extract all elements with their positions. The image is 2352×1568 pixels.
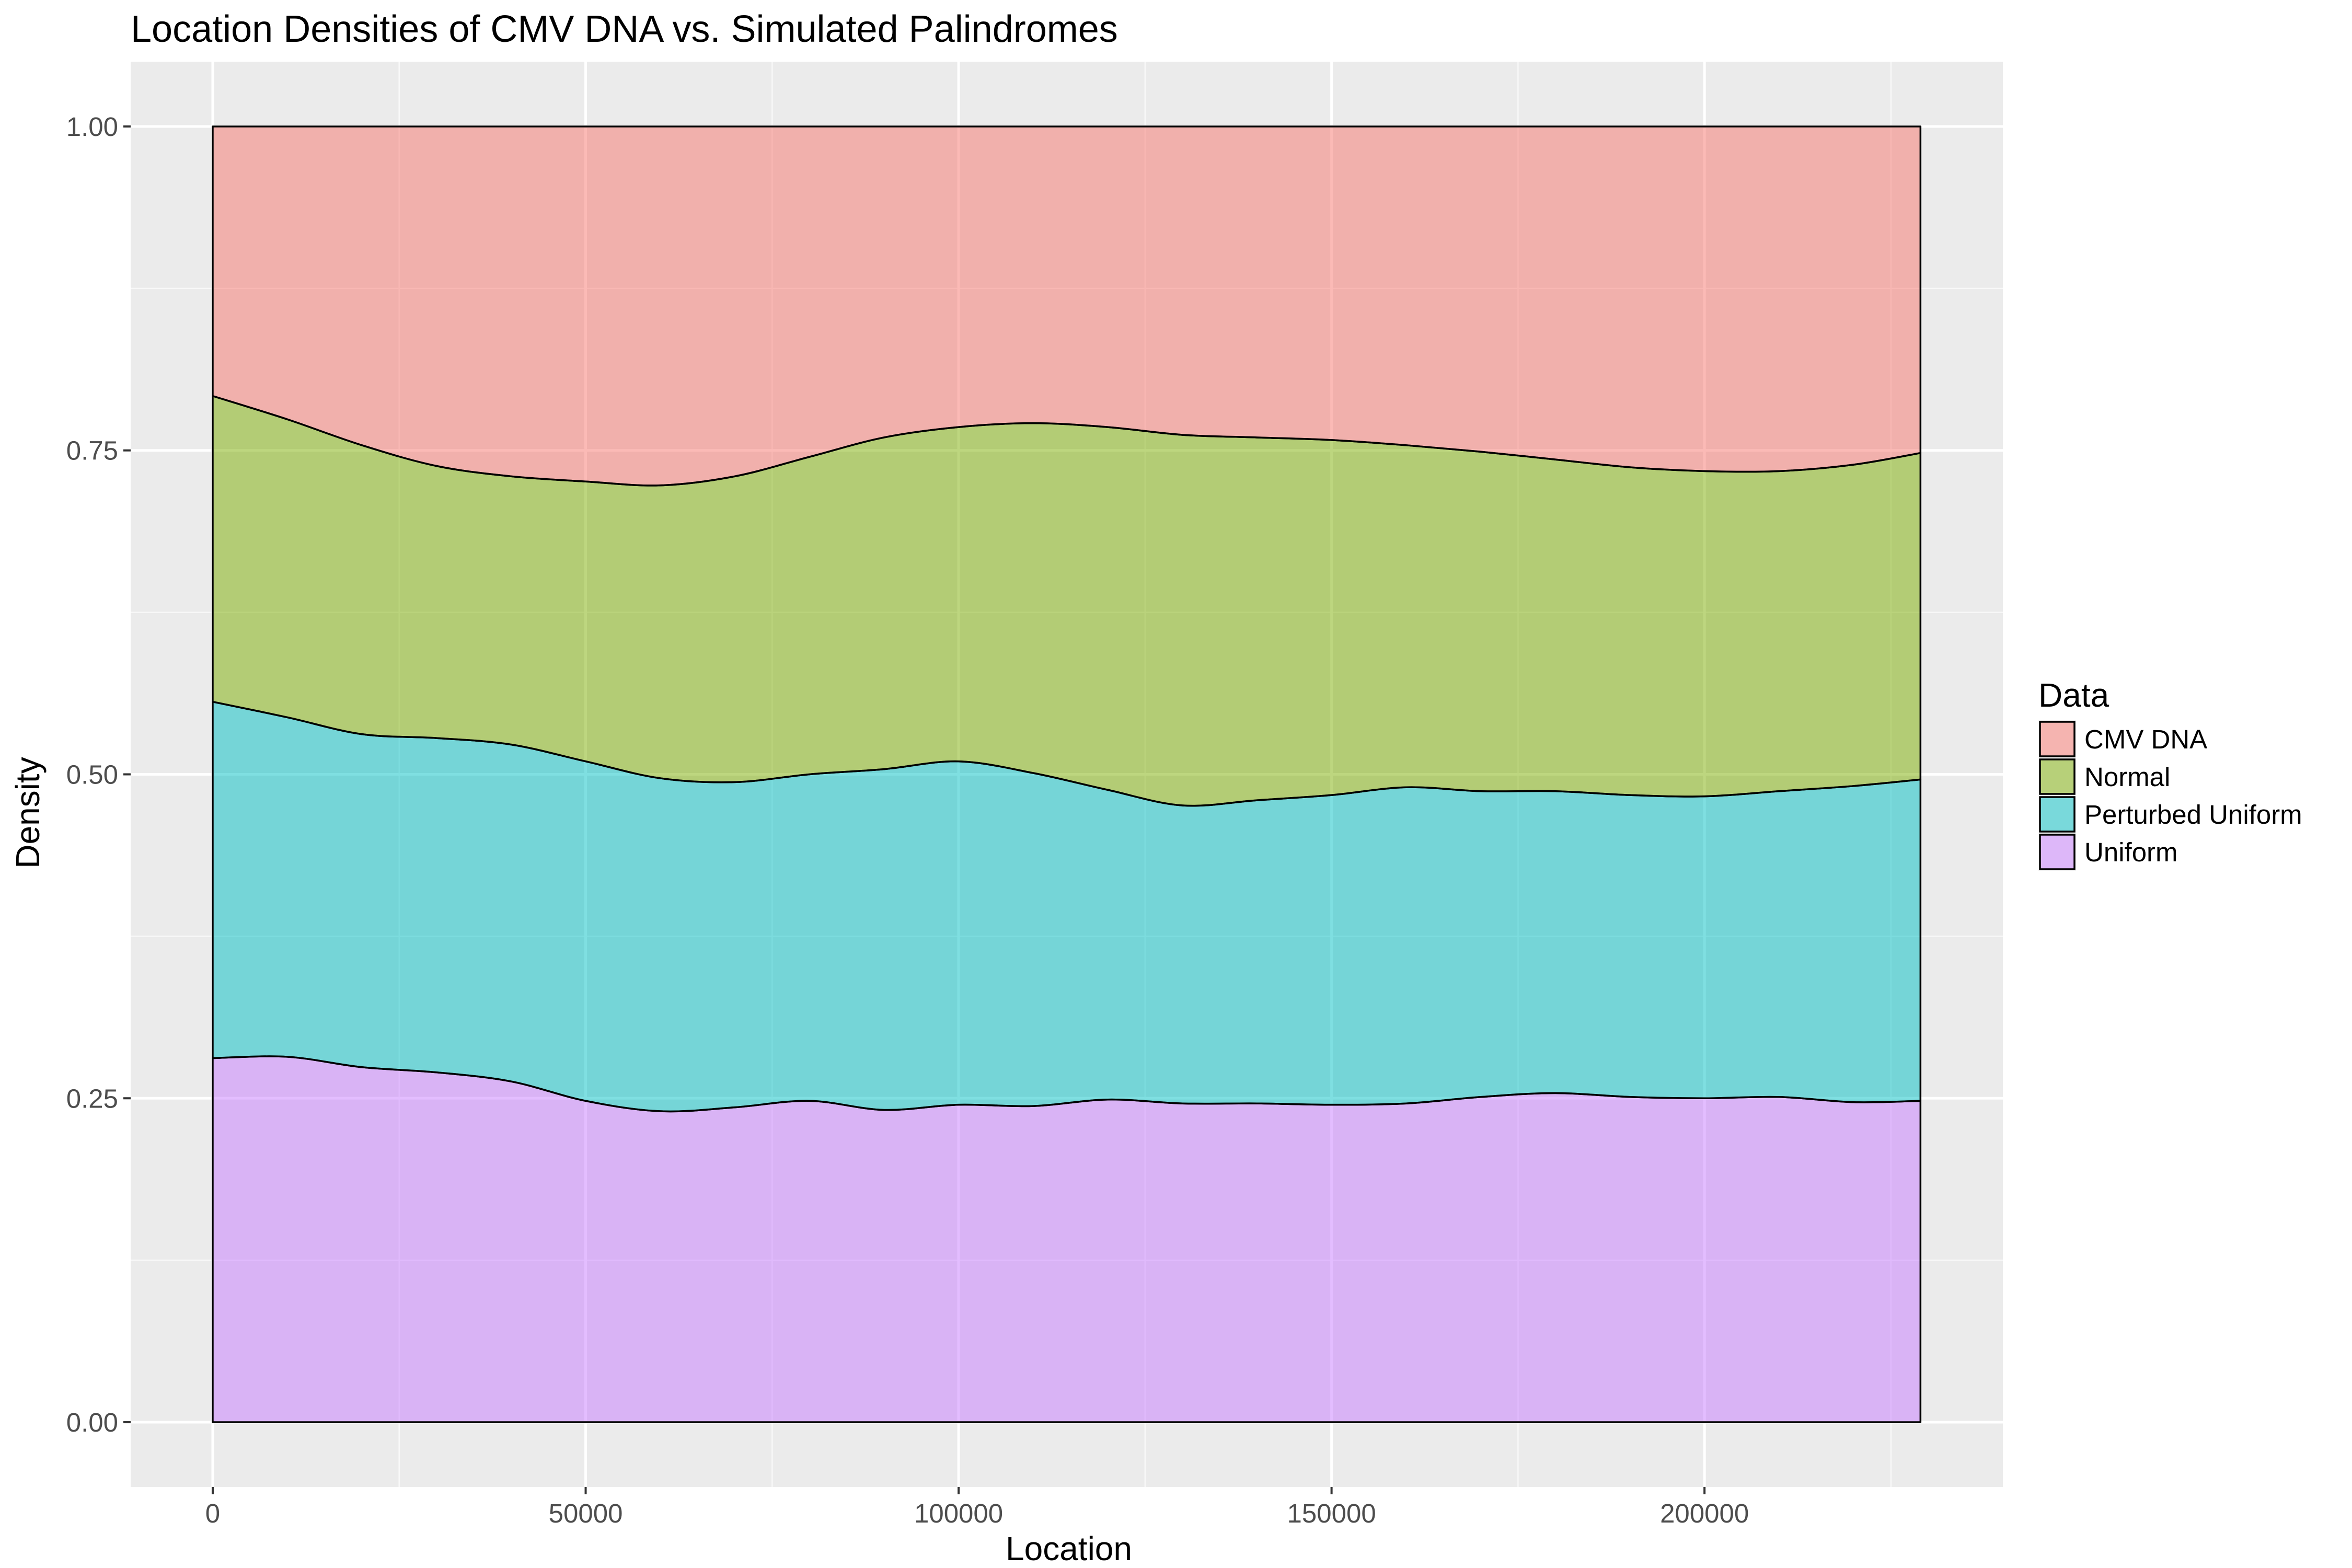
chart-title: Location Densities of CMV DNA vs. Simula…: [131, 8, 1118, 50]
stacked-areas: [212, 125, 1922, 1423]
legend-swatch-normal: [2039, 758, 2076, 795]
x-tick-label: 50000: [549, 1498, 623, 1528]
area-cmv-dna: [212, 125, 1922, 487]
y-tick-label: 0.00: [66, 1408, 118, 1437]
x-tick-label: 200000: [1660, 1498, 1749, 1528]
legend-items: CMV DNA Normal Perturbed Uniform Uniform: [2038, 720, 2302, 871]
x-axis-title: Location: [1006, 1530, 1132, 1567]
x-axis-ticks: 0 50000 100000 150000 200000: [205, 1487, 1749, 1528]
x-tick-label: 150000: [1287, 1498, 1376, 1528]
legend-title: Data: [2038, 676, 2109, 714]
x-tick-label: 0: [205, 1498, 220, 1528]
x-tick-label: 100000: [914, 1498, 1003, 1528]
y-axis-title: Density: [9, 757, 47, 868]
legend-swatch-perturbed-uniform: [2039, 796, 2076, 833]
y-tick-label: 1.00: [66, 112, 118, 142]
legend-swatch-cmv-dna: [2039, 721, 2076, 757]
area-uniform: [212, 1055, 1922, 1423]
legend-label-cmv-dna: CMV DNA: [2084, 724, 2207, 754]
y-axis-ticks: 0.00 0.25 0.50 0.75 1.00: [66, 112, 131, 1437]
legend: Data CMV DNA Normal Perturbed Uniform Unifo…: [2038, 676, 2302, 871]
legend-label-uniform: Uniform: [2084, 837, 2178, 867]
y-tick-label: 0.75: [66, 436, 118, 466]
legend-label-normal: Normal: [2084, 762, 2170, 792]
y-tick-label: 0.25: [66, 1083, 118, 1113]
legend-swatch-uniform: [2039, 834, 2076, 870]
legend-label-perturbed-uniform: Perturbed Uniform: [2084, 800, 2302, 829]
y-tick-label: 0.50: [66, 760, 118, 790]
